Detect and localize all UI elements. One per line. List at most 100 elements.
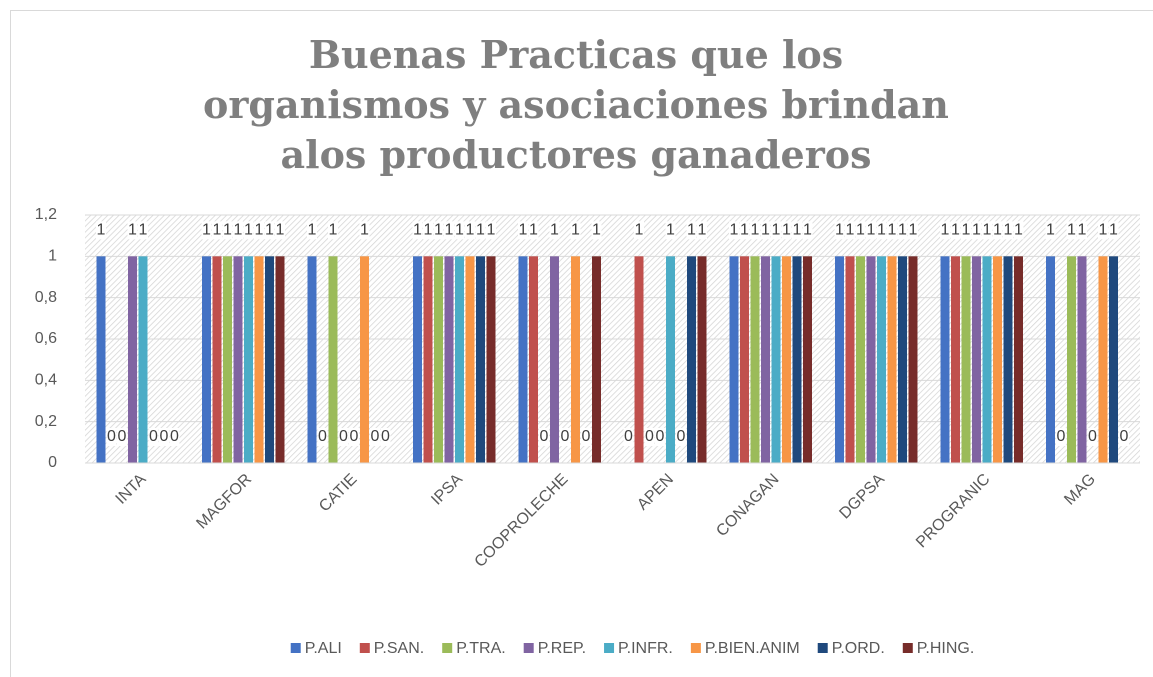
legend-marker	[604, 643, 615, 653]
legend-marker	[442, 643, 453, 653]
bar	[202, 256, 211, 463]
data-label: 1	[782, 222, 791, 239]
data-label: 0	[339, 428, 348, 445]
data-label-bg	[665, 221, 676, 240]
legend-marker	[690, 643, 701, 653]
data-label: 1	[835, 222, 844, 239]
bar	[697, 256, 707, 463]
data-label-bg	[465, 221, 475, 240]
bar	[1067, 256, 1076, 463]
data-label: 1	[1109, 222, 1118, 239]
data-label-bg	[349, 428, 359, 446]
bar	[128, 256, 137, 463]
data-label: 1	[255, 222, 264, 239]
data-label-bg	[159, 428, 169, 446]
bar	[750, 256, 760, 463]
bar	[887, 256, 897, 463]
data-label-bg	[570, 221, 581, 240]
bar	[529, 256, 538, 463]
data-label-bg	[338, 428, 349, 446]
data-label: 0	[118, 428, 127, 445]
legend-marker	[359, 643, 370, 653]
bar	[740, 256, 749, 463]
data-label-bg	[950, 221, 961, 240]
data-label: 1	[519, 222, 528, 239]
data-label: 1	[139, 222, 148, 239]
data-label-bg	[96, 221, 106, 240]
data-label: 0	[1057, 428, 1066, 445]
bar	[835, 256, 844, 463]
data-label-bg	[233, 221, 243, 240]
data-label-bg	[444, 221, 454, 240]
y-tick-label: 0	[48, 454, 57, 471]
data-label: 0	[318, 428, 327, 445]
bar	[898, 256, 907, 463]
bar	[138, 256, 148, 463]
data-label: 1	[128, 222, 137, 239]
data-label-bg	[528, 221, 539, 240]
bar	[782, 256, 791, 463]
bar	[455, 256, 464, 463]
data-label: 1	[635, 222, 644, 239]
data-label: 1	[487, 222, 496, 239]
data-label-bg	[961, 221, 971, 240]
data-label-bg	[1108, 221, 1119, 240]
data-label: 1	[740, 222, 749, 239]
data-label: 1	[856, 222, 865, 239]
data-label: 1	[360, 222, 369, 239]
data-label: 0	[561, 428, 570, 445]
bar	[307, 256, 317, 463]
data-label-bg	[802, 221, 813, 240]
bar	[771, 256, 781, 463]
legend-label: P.REP.	[538, 640, 586, 657]
data-label: 1	[265, 222, 274, 239]
legend-label: P.SAN.	[374, 640, 424, 657]
bar	[212, 256, 222, 463]
data-label-bg	[845, 221, 855, 240]
data-label-bg	[655, 428, 665, 446]
bar	[792, 256, 802, 463]
data-label-bg	[1087, 428, 1098, 446]
bar	[518, 256, 528, 463]
bar	[729, 256, 739, 463]
data-label-bg	[781, 221, 792, 240]
bar	[972, 256, 981, 463]
bar	[845, 256, 855, 463]
legend-label: P.INFR.	[618, 640, 673, 657]
data-label-bg	[475, 221, 486, 240]
data-label: 1	[434, 222, 443, 239]
data-label: 1	[234, 222, 243, 239]
data-label: 0	[582, 428, 591, 445]
bar	[1098, 256, 1108, 463]
data-label: 1	[730, 222, 739, 239]
bar	[1109, 256, 1118, 463]
bar	[687, 256, 696, 463]
data-label: 1	[898, 222, 907, 239]
data-label: 1	[972, 222, 981, 239]
legend-label: P.HING.	[917, 640, 975, 657]
data-label: 0	[540, 428, 549, 445]
data-label: 1	[793, 222, 802, 239]
y-tick-label: 0,2	[35, 413, 57, 430]
data-label-bg	[1119, 428, 1129, 446]
chart-title: Buenas Practicas que los organismos y as…	[203, 32, 949, 177]
bar	[413, 256, 422, 463]
data-label-bg	[518, 221, 528, 240]
data-label-bg	[423, 221, 433, 240]
bar	[434, 256, 443, 463]
data-label-bg	[222, 221, 233, 240]
legend-marker	[902, 643, 913, 653]
bar	[360, 256, 369, 463]
data-label-bg	[676, 428, 686, 446]
data-label-bg	[486, 221, 496, 240]
data-label: 1	[202, 222, 211, 239]
legend-label: P.ALI	[305, 640, 342, 657]
data-label-bg	[549, 221, 560, 240]
data-label-bg	[739, 221, 750, 240]
data-label: 1	[941, 222, 950, 239]
data-label: 1	[466, 222, 475, 239]
data-label: 1	[308, 222, 317, 239]
bar	[1014, 256, 1023, 463]
bar	[96, 256, 106, 463]
bar	[244, 256, 253, 463]
